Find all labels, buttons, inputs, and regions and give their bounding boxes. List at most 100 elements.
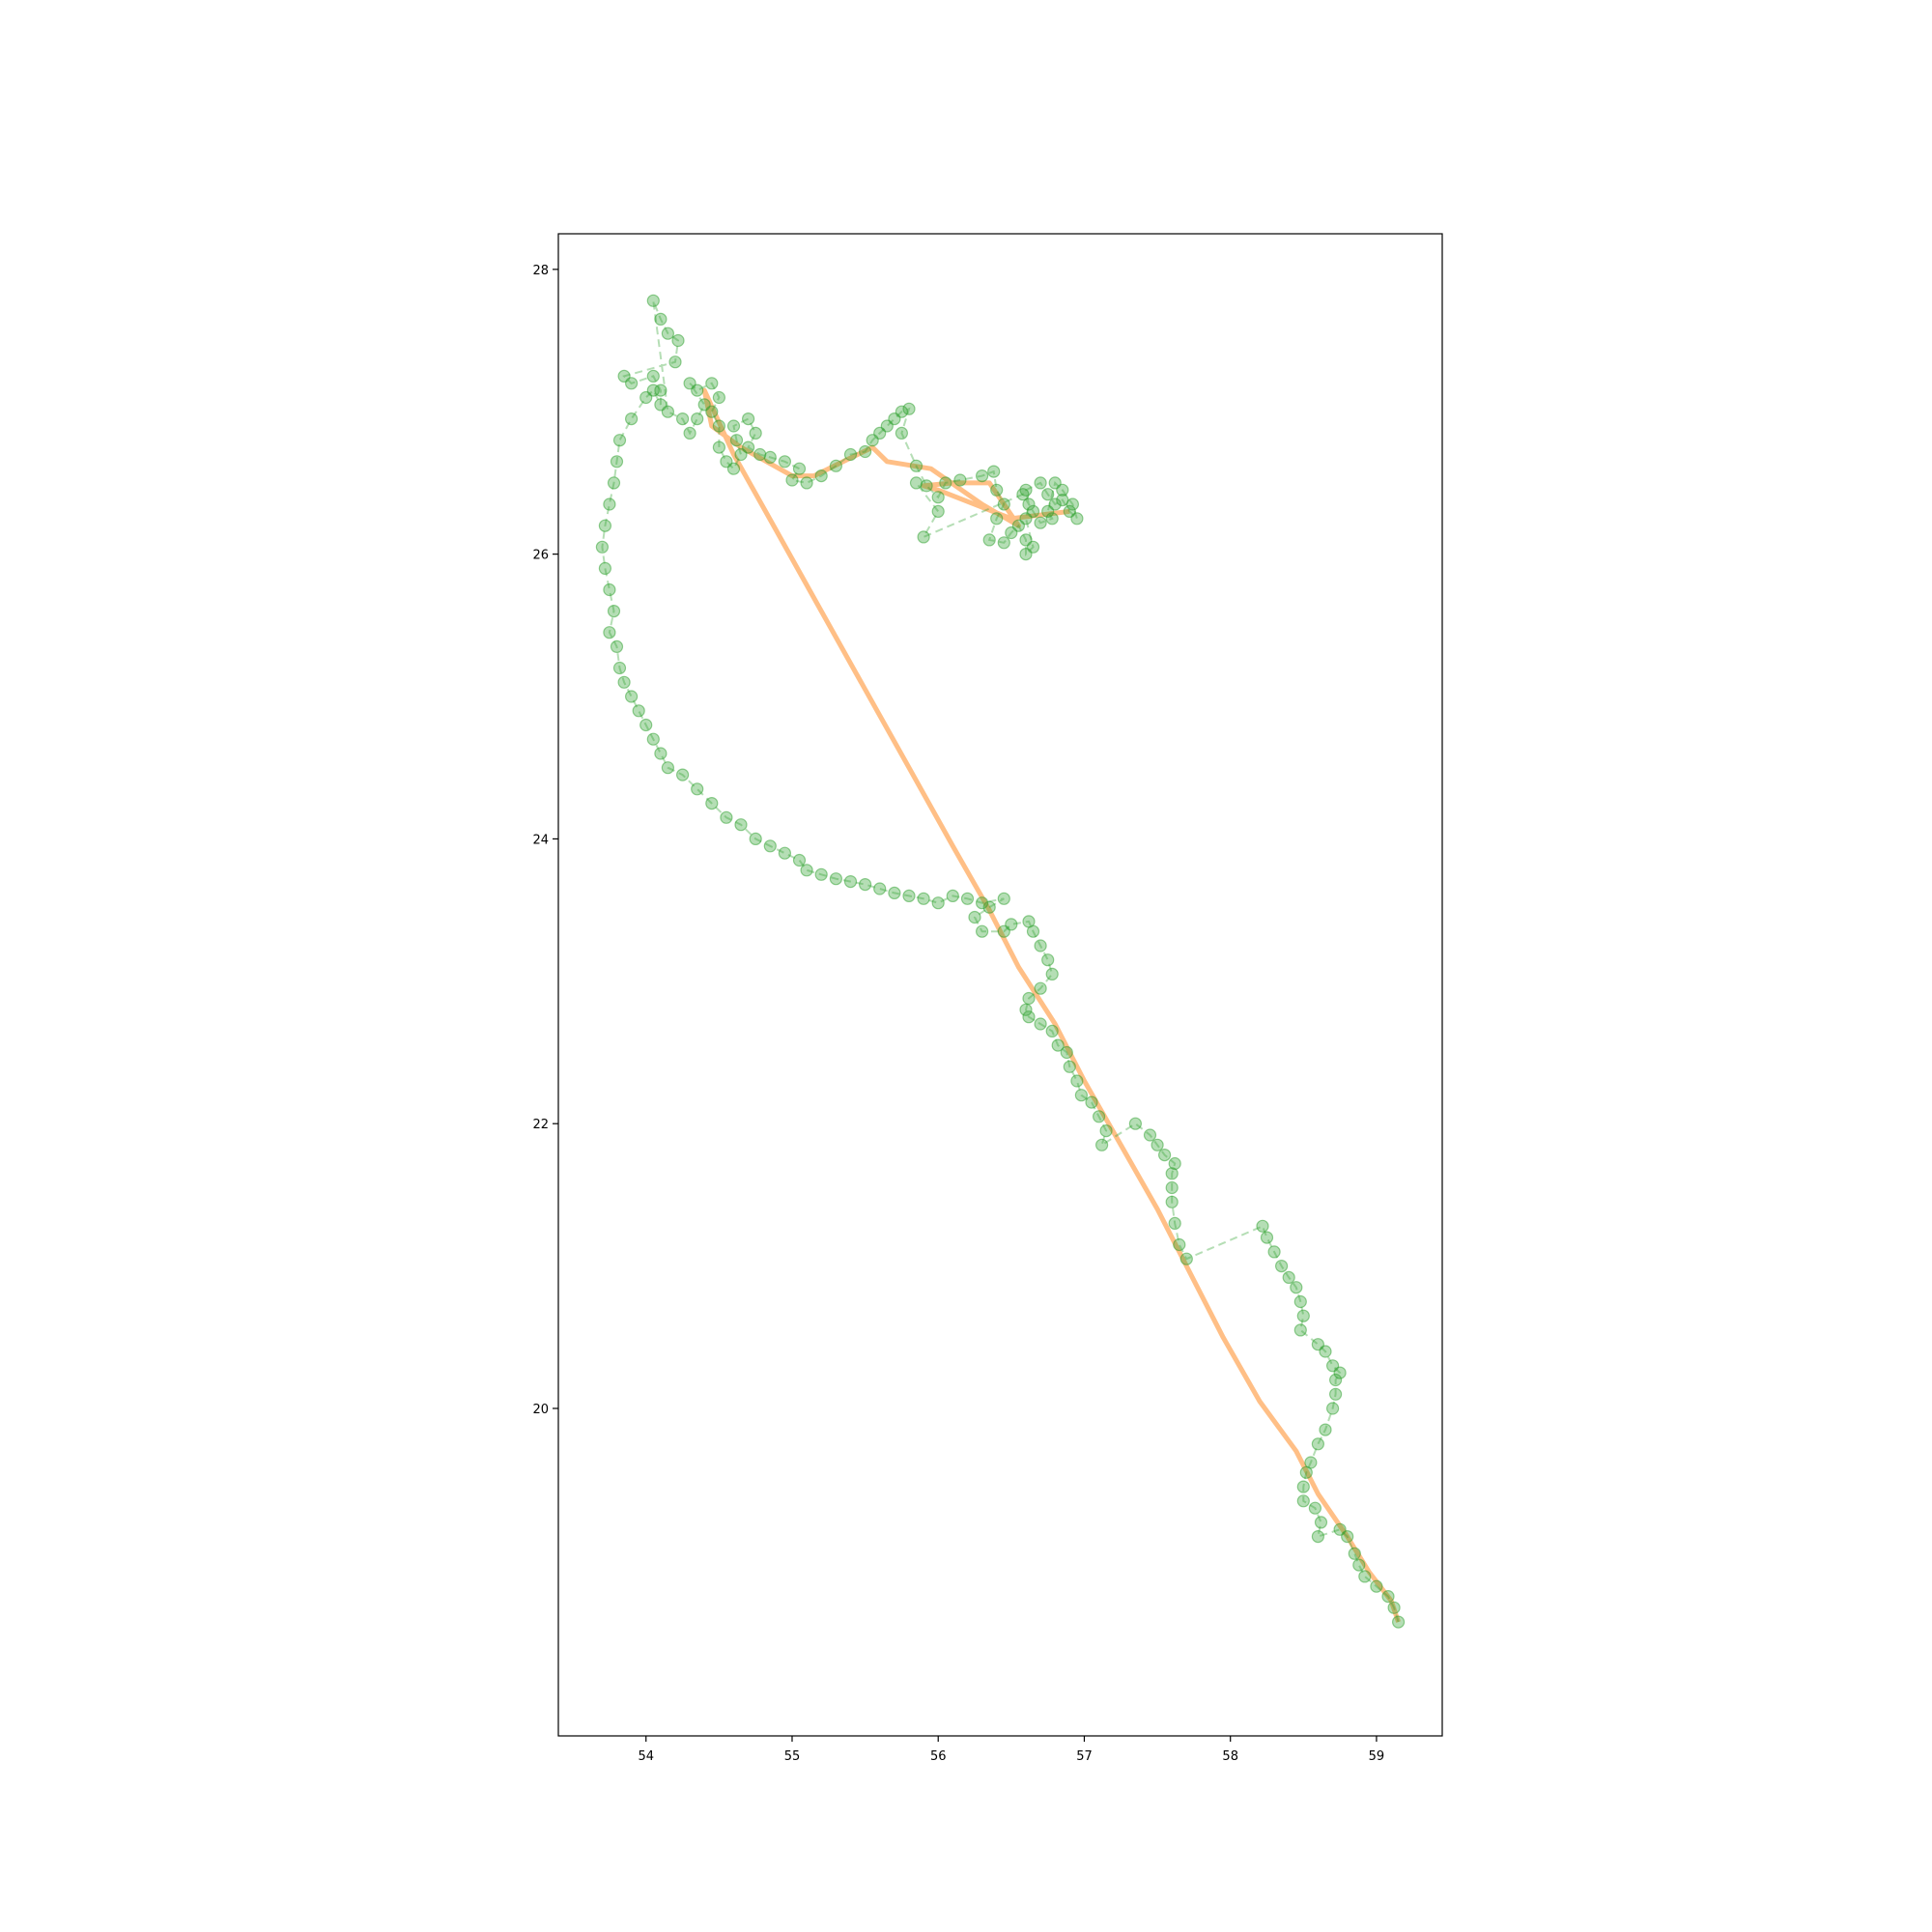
track-point xyxy=(726,419,741,433)
track-point xyxy=(1296,1309,1310,1322)
track-point xyxy=(858,444,872,459)
track-point xyxy=(1070,512,1084,526)
track-point xyxy=(691,412,704,426)
track-point xyxy=(858,877,872,892)
track-point xyxy=(1048,476,1062,490)
track-point xyxy=(1128,1117,1143,1130)
track-point xyxy=(1151,1138,1164,1151)
track-point xyxy=(1314,1516,1328,1529)
track-point xyxy=(734,818,748,832)
track-point xyxy=(612,434,627,447)
track-point xyxy=(1085,1095,1098,1109)
track-point xyxy=(909,459,923,472)
track-point xyxy=(624,690,639,703)
track-point xyxy=(829,459,843,472)
track-point xyxy=(1092,1110,1106,1123)
track-point xyxy=(661,327,675,340)
track-point xyxy=(917,530,930,544)
track-point xyxy=(1165,1180,1179,1195)
track-point xyxy=(712,440,726,454)
track-point xyxy=(888,886,901,900)
track-point xyxy=(814,469,828,483)
track-point xyxy=(691,782,704,796)
track-point xyxy=(873,882,887,895)
track-point xyxy=(1296,1494,1310,1508)
track-point xyxy=(712,419,726,433)
track-point xyxy=(603,626,616,639)
track-point xyxy=(598,561,612,576)
track-point xyxy=(603,582,616,597)
track-point xyxy=(1370,1579,1383,1593)
track-point xyxy=(1143,1128,1157,1142)
axes-frame xyxy=(557,233,1443,1737)
track-point xyxy=(668,355,682,369)
track-point xyxy=(646,732,660,746)
track-point xyxy=(1041,488,1055,501)
track-point xyxy=(1179,1252,1193,1265)
track-point xyxy=(1022,497,1036,511)
y-tick-label: 26 xyxy=(532,549,549,563)
track-point xyxy=(1051,1038,1065,1052)
x-tick-label: 55 xyxy=(784,1749,801,1764)
track-point xyxy=(1074,1089,1089,1102)
track-point xyxy=(1094,1138,1109,1151)
track-point xyxy=(931,504,945,519)
track-point xyxy=(1034,981,1047,995)
track-point xyxy=(990,512,1004,526)
track-point xyxy=(1319,1423,1332,1436)
track-point xyxy=(1173,1237,1186,1252)
track-point xyxy=(997,497,1010,511)
track-point xyxy=(843,874,858,889)
track-point xyxy=(617,675,631,689)
track-point xyxy=(975,924,989,938)
track-point xyxy=(1168,1156,1181,1171)
track-point xyxy=(982,900,996,914)
track-point xyxy=(1065,497,1080,511)
track-point xyxy=(1099,1123,1113,1138)
track-point xyxy=(902,402,916,415)
track-point xyxy=(1282,1270,1295,1285)
track-point xyxy=(997,892,1010,905)
track-point xyxy=(1391,1615,1406,1629)
track-point xyxy=(1045,1024,1059,1038)
track-point xyxy=(1325,1402,1340,1415)
track-point xyxy=(607,604,621,618)
track-point xyxy=(1381,1589,1395,1604)
track-point xyxy=(1022,915,1036,928)
track-point xyxy=(749,426,762,440)
track-point xyxy=(939,476,952,490)
track-point xyxy=(1328,1387,1343,1401)
track-point xyxy=(917,892,930,905)
track-point xyxy=(1157,1148,1172,1162)
track-point xyxy=(931,491,945,504)
track-point xyxy=(705,377,719,390)
track-point xyxy=(1026,540,1040,554)
track-point xyxy=(895,426,909,440)
track-point xyxy=(1325,1359,1340,1373)
track-point xyxy=(1387,1601,1401,1614)
track-point xyxy=(1308,1501,1322,1515)
track-point xyxy=(1063,1060,1076,1073)
track-point xyxy=(617,369,631,383)
x-tick-label: 54 xyxy=(638,1749,654,1764)
track-point xyxy=(1290,1281,1303,1294)
track-line xyxy=(601,299,1400,1623)
track-point xyxy=(1041,504,1055,519)
track-point xyxy=(654,384,668,397)
track-point xyxy=(1304,1456,1318,1469)
track-point xyxy=(946,889,959,903)
track-point xyxy=(610,639,624,654)
track-point xyxy=(1034,939,1047,952)
track-point xyxy=(1165,1167,1179,1180)
track-point xyxy=(1256,1219,1269,1233)
track-point xyxy=(603,497,616,511)
track-point xyxy=(675,412,690,426)
track-point xyxy=(720,810,733,824)
track-point xyxy=(1034,1017,1047,1031)
y-tick-label: 28 xyxy=(532,264,549,278)
track-point xyxy=(1034,516,1047,529)
track-point xyxy=(960,892,975,905)
track-point xyxy=(800,476,813,490)
track-point xyxy=(785,473,799,487)
track-point xyxy=(763,450,777,464)
